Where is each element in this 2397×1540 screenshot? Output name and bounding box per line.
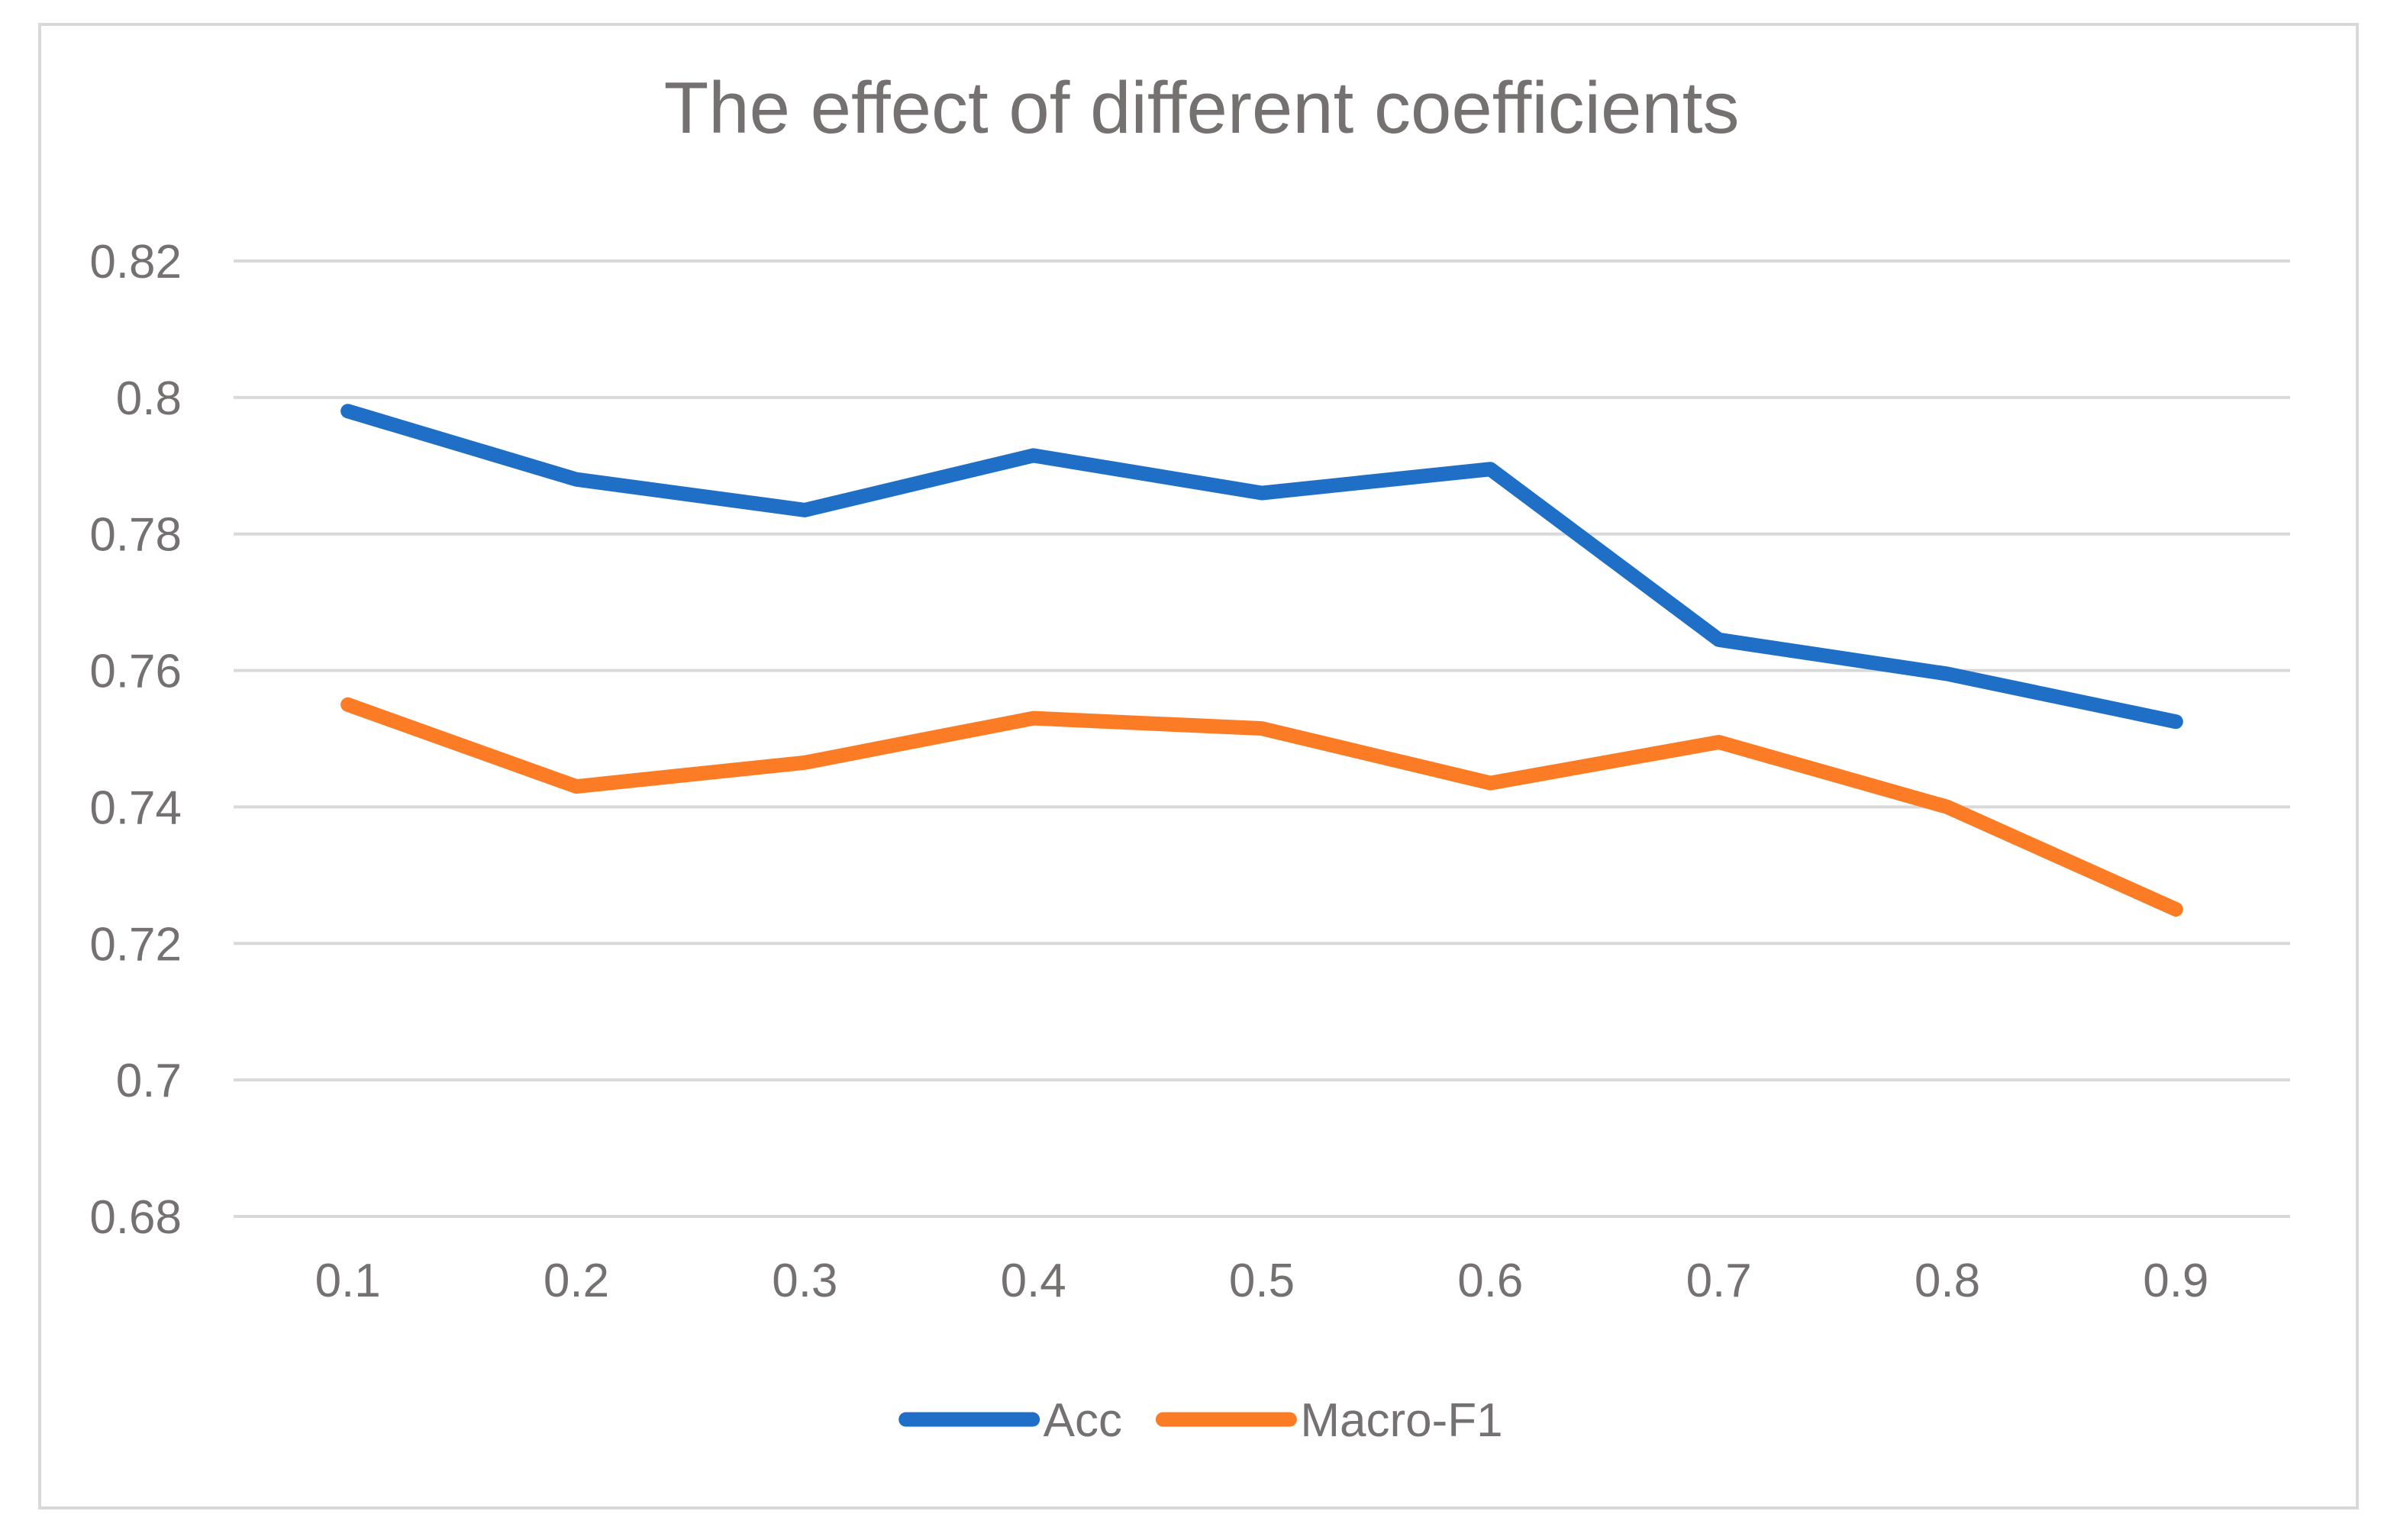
y-tick-label: 0.7 [116, 1055, 182, 1107]
y-tick-label: 0.74 [89, 781, 182, 834]
x-tick-label: 0.7 [1686, 1255, 1752, 1307]
x-axis-tick-labels: 0.1 0.2 0.3 0.4 0.5 0.6 0.7 0.8 0.9 [315, 1255, 2209, 1307]
y-tick-label: 0.8 [116, 372, 182, 425]
data-point [1487, 466, 1494, 472]
data-point [1715, 739, 1722, 746]
series-lines [340, 404, 2183, 917]
y-tick-label: 0.72 [89, 918, 182, 971]
x-tick-label: 0.2 [544, 1255, 609, 1307]
chart-title: The effect of different coefficients [664, 67, 1740, 149]
y-tick-label: 0.82 [89, 236, 182, 288]
y-tick-label: 0.76 [89, 646, 182, 698]
line-chart: The effect of different coefficients 0.6… [89, 67, 2290, 1447]
data-point [1259, 725, 1265, 732]
series-line-acc [340, 404, 2183, 730]
x-tick-label: 0.9 [2143, 1255, 2208, 1307]
data-point [2173, 906, 2179, 913]
data-point [1259, 490, 1265, 497]
legend: Acc Macro-F1 [898, 1394, 1503, 1447]
data-point [1030, 715, 1037, 722]
legend-label: Acc [1044, 1394, 1122, 1447]
x-tick-label: 0.4 [1001, 1255, 1066, 1307]
x-tick-label: 0.6 [1457, 1255, 1523, 1307]
data-point [344, 408, 351, 414]
data-point [1944, 671, 1950, 678]
x-tick-label: 0.3 [772, 1255, 837, 1307]
data-point [2173, 718, 2179, 725]
data-point [802, 759, 808, 766]
x-tick-label: 0.1 [315, 1255, 381, 1307]
data-point [573, 476, 579, 483]
data-point [1944, 804, 1950, 810]
x-tick-label: 0.5 [1229, 1255, 1295, 1307]
data-point [802, 507, 808, 514]
chart-frame: The effect of different coefficients 0.6… [38, 23, 2359, 1509]
legend-label: Macro-F1 [1300, 1394, 1502, 1447]
data-point [344, 701, 351, 708]
data-point [1030, 452, 1037, 459]
x-tick-label: 0.8 [1915, 1255, 1980, 1307]
data-point [573, 783, 579, 790]
gridlines [234, 259, 2290, 1218]
y-axis-tick-labels: 0.68 0.7 0.72 0.74 0.76 0.78 0.8 0.82 [89, 236, 182, 1244]
data-point [1487, 780, 1494, 787]
y-tick-label: 0.78 [89, 509, 182, 562]
y-tick-label: 0.68 [89, 1191, 182, 1244]
data-point [1715, 636, 1722, 643]
